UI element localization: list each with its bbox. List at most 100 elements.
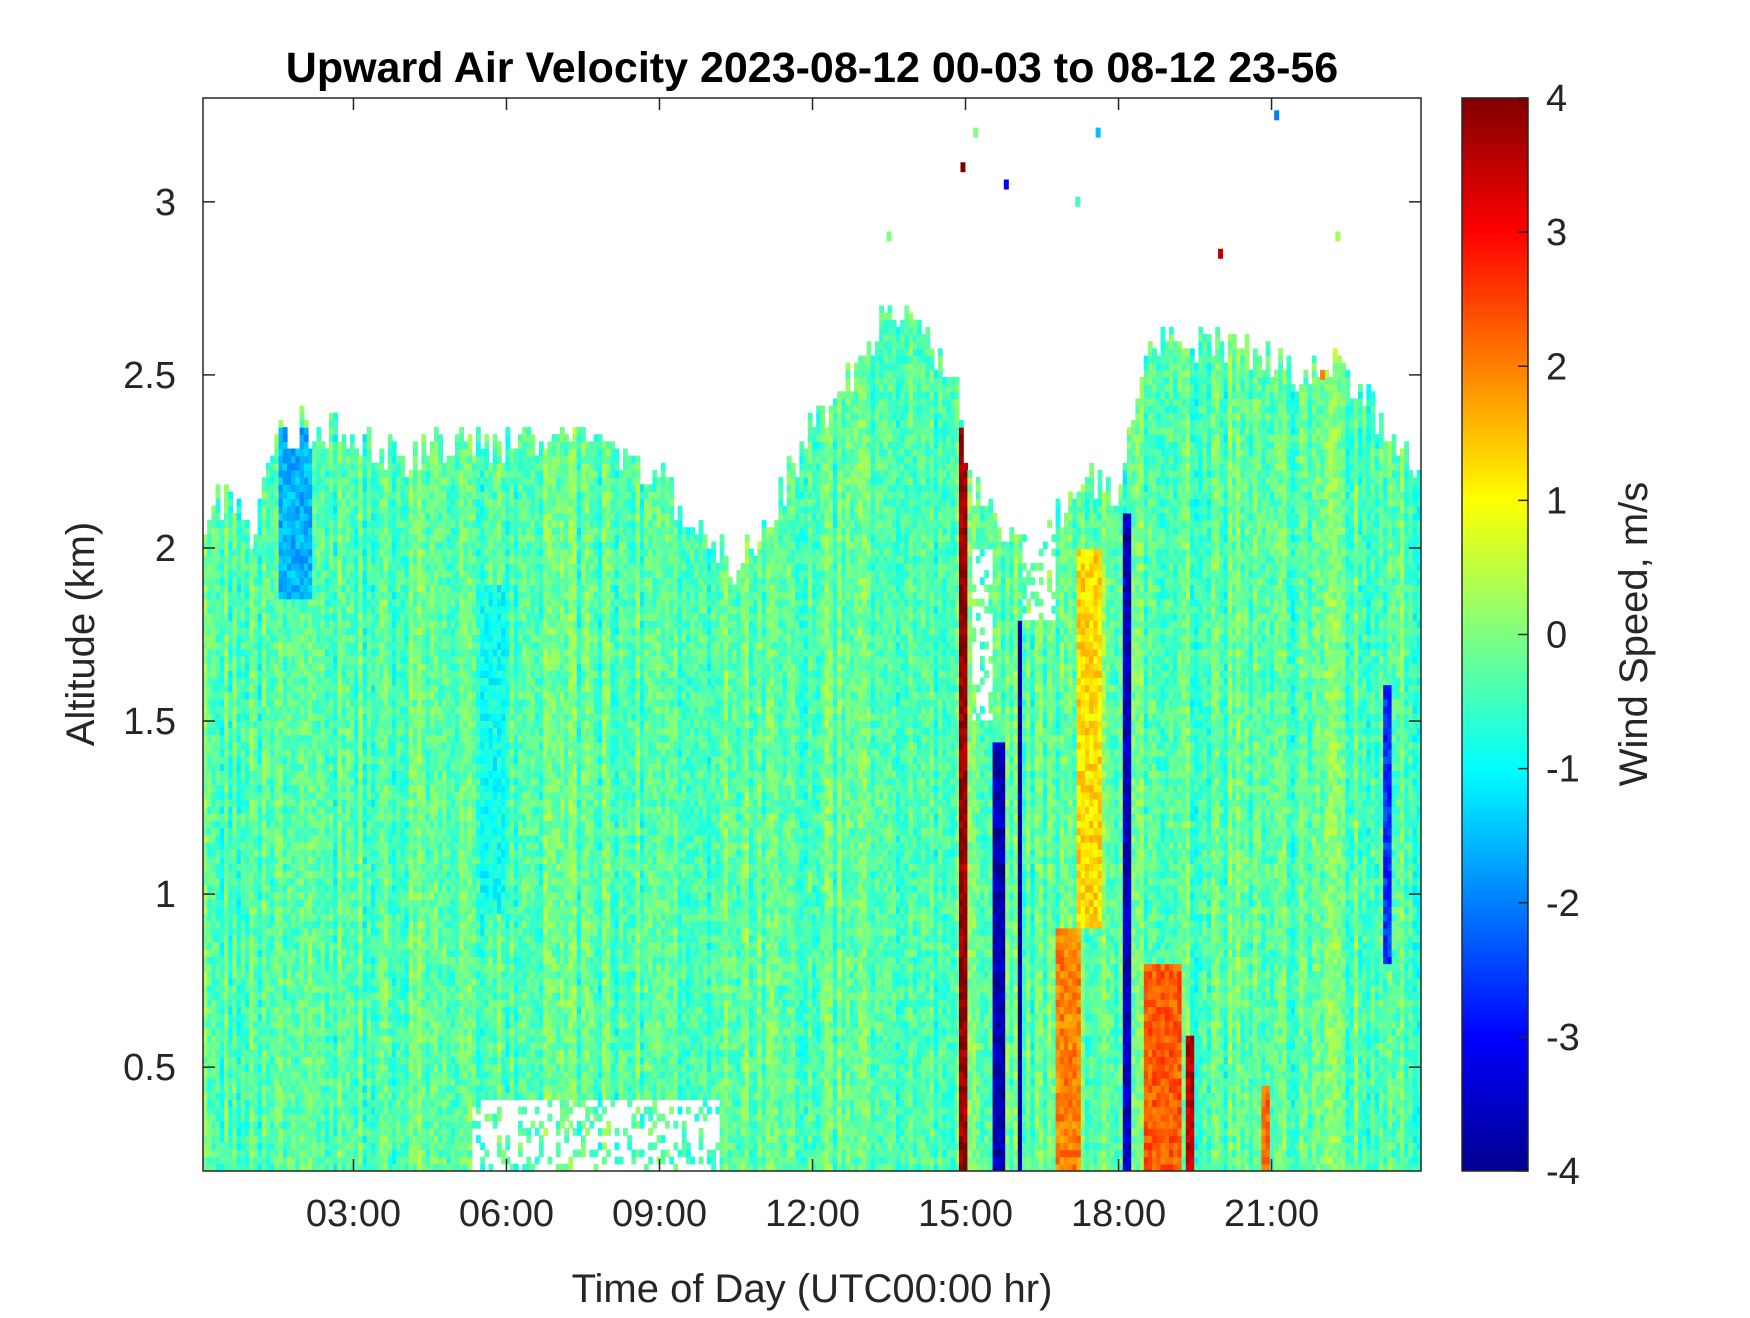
heatmap-cell — [316, 748, 322, 757]
heatmap-cell — [379, 1078, 385, 1086]
heatmap-cell — [274, 555, 280, 564]
heatmap-cell — [274, 942, 280, 950]
heatmap-cell — [320, 734, 326, 743]
heatmap-cell — [350, 841, 355, 850]
heatmap-cell — [400, 863, 406, 872]
heatmap-cell — [266, 691, 271, 700]
heatmap-cell — [274, 613, 280, 621]
heatmap-cell — [350, 1020, 355, 1029]
heatmap-cell — [278, 770, 284, 779]
heatmap-cell — [211, 763, 217, 772]
heatmap-cell — [224, 849, 229, 857]
heatmap-cell — [299, 448, 305, 457]
heatmap-cell — [375, 1135, 380, 1143]
heatmap-cell — [345, 963, 351, 972]
heatmap-cell — [362, 684, 368, 693]
heatmap-cell — [350, 520, 355, 528]
heatmap-cell — [215, 992, 221, 1000]
heatmap-cell — [316, 1056, 322, 1065]
heatmap-cell — [299, 992, 305, 1000]
heatmap-cell — [354, 985, 359, 993]
heatmap-cell — [224, 691, 229, 700]
heatmap-cell — [396, 455, 401, 464]
heatmap-cell — [337, 598, 343, 607]
heatmap-cell — [211, 827, 217, 836]
heatmap-cell — [224, 985, 229, 993]
heatmap-cell — [358, 677, 364, 686]
heatmap-cell — [379, 698, 385, 707]
heatmap-cell — [257, 1163, 263, 1171]
heatmap-cell — [282, 777, 288, 786]
heatmap-cell — [345, 1163, 351, 1171]
heatmap-cell — [354, 1078, 359, 1086]
heatmap-cell — [320, 577, 326, 586]
heatmap-cell — [240, 734, 246, 743]
heatmap-cell — [278, 799, 284, 807]
heatmap-cell — [396, 784, 401, 793]
heatmap-cell — [261, 691, 267, 700]
heatmap-cell — [278, 484, 284, 493]
heatmap-cell — [371, 1156, 376, 1165]
heatmap-cell — [341, 977, 347, 986]
heatmap-cell — [379, 641, 385, 650]
heatmap-cell — [366, 748, 372, 757]
heatmap-cell — [345, 799, 351, 807]
heatmap-cell — [324, 1042, 330, 1050]
heatmap-cell — [236, 634, 242, 643]
heatmap-cell — [219, 598, 225, 607]
heatmap-cell — [392, 949, 397, 957]
heatmap-cell — [299, 748, 305, 757]
heatmap-cell — [282, 1035, 288, 1043]
heatmap-cell — [240, 720, 246, 729]
heatmap-cell — [329, 469, 334, 478]
heatmap-cell — [219, 820, 225, 829]
heatmap-cell — [354, 870, 359, 879]
heatmap-cell — [261, 591, 267, 600]
heatmap-cell — [324, 884, 330, 893]
heatmap-cell — [261, 999, 267, 1008]
heatmap-cell — [295, 663, 301, 671]
heatmap-cell — [345, 841, 351, 850]
heatmap-cell — [232, 1156, 238, 1165]
heatmap-cell — [404, 1099, 410, 1108]
heatmap-cell — [257, 512, 263, 521]
heatmap-cell — [333, 684, 338, 693]
heatmap-cell — [278, 1056, 284, 1065]
heatmap-cell — [350, 1135, 355, 1143]
heatmap-cell — [408, 677, 414, 686]
heatmap-cell — [287, 627, 292, 636]
heatmap-cell — [295, 1056, 301, 1065]
heatmap-cell — [253, 1013, 259, 1022]
heatmap-cell — [270, 520, 275, 528]
heatmap-cell — [215, 1020, 221, 1029]
heatmap-cell — [404, 834, 410, 843]
heatmap-cell — [261, 505, 267, 514]
heatmap-cell — [274, 670, 280, 679]
heatmap-cell — [245, 934, 250, 943]
heatmap-cell — [312, 1042, 317, 1050]
heatmap-cell — [312, 977, 317, 986]
heatmap-cell — [320, 1078, 326, 1086]
heatmap-cell — [203, 1078, 208, 1086]
heatmap-cell — [257, 727, 263, 736]
heatmap-cell — [358, 791, 364, 800]
heatmap-cell — [312, 963, 317, 972]
heatmap-cell — [253, 834, 259, 843]
heatmap-cell — [295, 1135, 301, 1143]
heatmap-cell — [345, 1156, 351, 1165]
heatmap-cell — [396, 491, 401, 500]
heatmap-cell — [291, 477, 296, 485]
heatmap-cell — [274, 1142, 280, 1151]
heatmap-cell — [383, 706, 389, 714]
heatmap-cell — [278, 605, 284, 614]
heatmap-cell — [341, 520, 347, 528]
heatmap-cell — [400, 534, 406, 543]
heatmap-cell — [366, 1156, 372, 1165]
heatmap-cell — [219, 691, 225, 700]
heatmap-cell — [408, 634, 414, 643]
heatmap-cell — [371, 691, 376, 700]
heatmap-cell — [299, 1106, 305, 1115]
heatmap-cell — [404, 870, 410, 879]
heatmap-cell — [337, 706, 343, 714]
heatmap-cell — [249, 677, 254, 686]
